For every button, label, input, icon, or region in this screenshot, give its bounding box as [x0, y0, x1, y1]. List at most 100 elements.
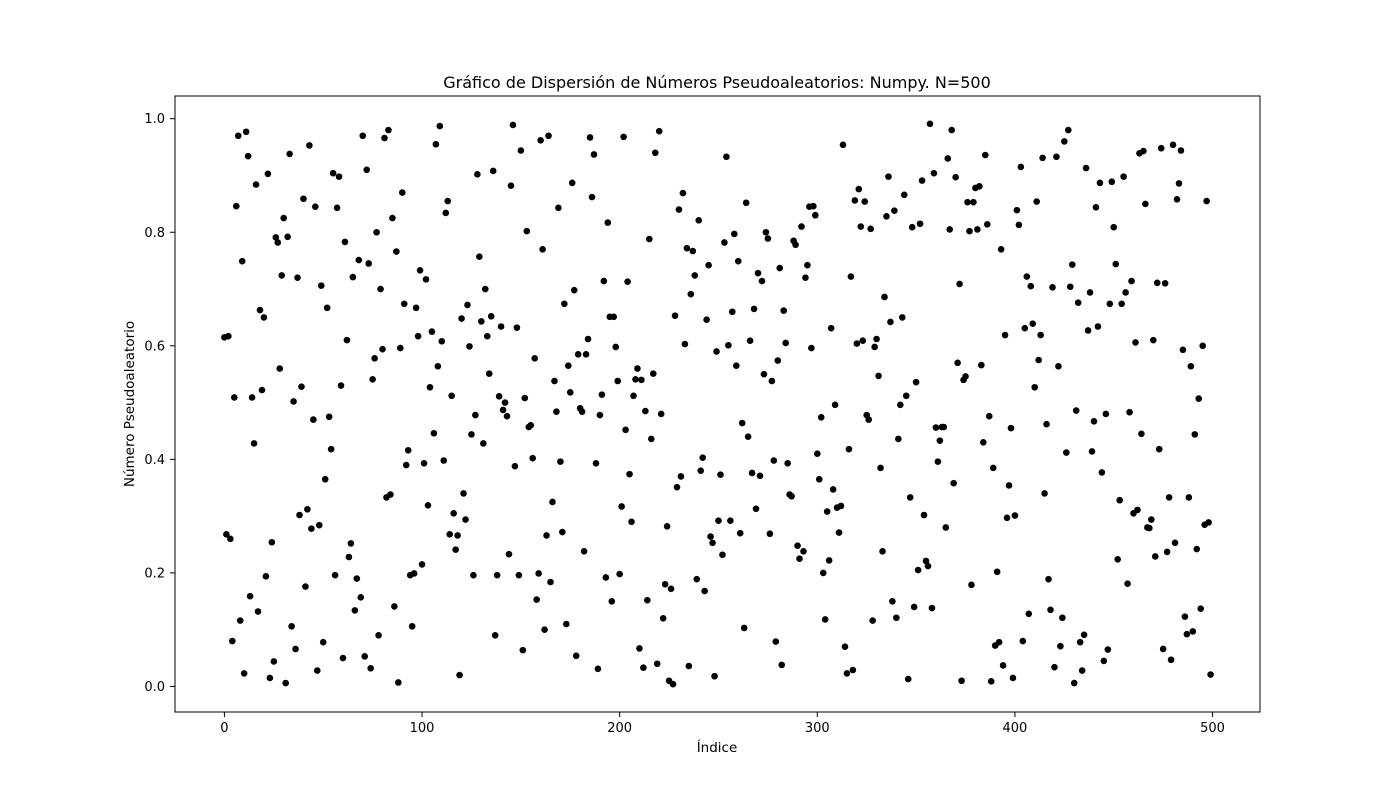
data-point — [1165, 494, 1173, 501]
data-point — [600, 277, 608, 285]
data-point — [418, 561, 426, 568]
data-point — [1108, 178, 1116, 186]
data-point — [517, 147, 525, 154]
data-point — [604, 219, 612, 226]
data-point — [1159, 645, 1167, 653]
data-point — [1100, 657, 1108, 665]
data-point — [402, 461, 410, 469]
data-point — [1175, 180, 1183, 187]
data-point — [381, 134, 388, 142]
data-point — [705, 261, 712, 269]
data-point — [958, 677, 965, 685]
data-point — [335, 173, 343, 180]
data-point — [612, 343, 620, 351]
data-point — [580, 548, 588, 555]
data-point — [302, 583, 309, 590]
data-point — [709, 539, 716, 547]
data-point — [389, 214, 396, 222]
data-point — [1183, 630, 1191, 638]
data-point — [256, 306, 264, 314]
data-point — [875, 372, 882, 380]
data-point — [819, 569, 827, 577]
data-point — [740, 624, 748, 632]
data-point — [796, 555, 803, 563]
data-point — [891, 207, 898, 214]
data-point — [632, 376, 639, 383]
data-point — [843, 670, 851, 677]
data-point — [264, 170, 272, 178]
data-point — [697, 467, 704, 475]
y-tick-label: 0.4 — [144, 453, 165, 468]
data-point — [424, 502, 432, 509]
data-point — [400, 300, 408, 308]
data-point — [687, 290, 695, 298]
data-point — [468, 431, 475, 438]
data-point — [608, 597, 616, 605]
data-point — [732, 362, 740, 369]
data-point — [936, 437, 944, 444]
data-point — [628, 518, 635, 526]
x-tick-label: 0 — [220, 721, 228, 736]
data-point — [1191, 431, 1199, 438]
data-point — [922, 557, 930, 565]
data-point — [827, 324, 835, 332]
data-point — [983, 221, 991, 228]
data-point — [974, 226, 981, 233]
data-point — [782, 339, 789, 347]
data-point — [541, 626, 548, 633]
data-point — [1029, 320, 1037, 327]
data-point — [227, 535, 234, 543]
data-point — [398, 189, 406, 196]
data-point — [610, 313, 618, 321]
data-point — [812, 211, 819, 219]
data-point — [910, 603, 918, 611]
data-point — [1053, 153, 1060, 161]
data-point — [325, 413, 333, 421]
data-point — [391, 603, 398, 610]
data-point — [869, 617, 876, 624]
data-point — [586, 134, 594, 141]
data-point — [634, 365, 641, 372]
data-point — [731, 230, 738, 238]
data-point — [248, 394, 256, 401]
data-point — [229, 637, 236, 645]
data-point — [1047, 606, 1054, 614]
data-point — [861, 198, 869, 205]
data-point — [1027, 282, 1035, 290]
data-point — [306, 142, 313, 149]
data-point — [1171, 539, 1179, 547]
data-point — [598, 391, 606, 398]
data-point — [288, 622, 295, 630]
data-point — [778, 661, 786, 669]
data-point — [845, 445, 853, 453]
data-point — [539, 245, 546, 253]
data-point — [1193, 545, 1201, 553]
data-point — [744, 433, 752, 440]
data-point — [252, 181, 260, 188]
data-point — [1057, 642, 1064, 650]
data-point — [788, 492, 795, 500]
data-point — [661, 580, 669, 588]
data-point — [568, 179, 576, 187]
data-point — [393, 248, 400, 255]
data-point — [487, 312, 495, 320]
data-point — [736, 529, 744, 537]
data-point — [859, 337, 867, 345]
data-point — [993, 568, 1001, 576]
data-point — [456, 671, 463, 679]
data-point — [331, 571, 339, 579]
data-point — [679, 189, 687, 197]
data-point — [1001, 331, 1009, 339]
data-point — [810, 202, 817, 210]
data-point — [478, 318, 485, 325]
data-point — [225, 332, 232, 340]
data-point — [1122, 289, 1129, 296]
data-point — [561, 300, 568, 308]
data-point — [234, 132, 242, 140]
data-point — [1080, 631, 1088, 639]
data-point — [493, 571, 501, 579]
data-point — [337, 382, 345, 389]
data-point — [268, 538, 276, 546]
data-point — [831, 401, 839, 409]
